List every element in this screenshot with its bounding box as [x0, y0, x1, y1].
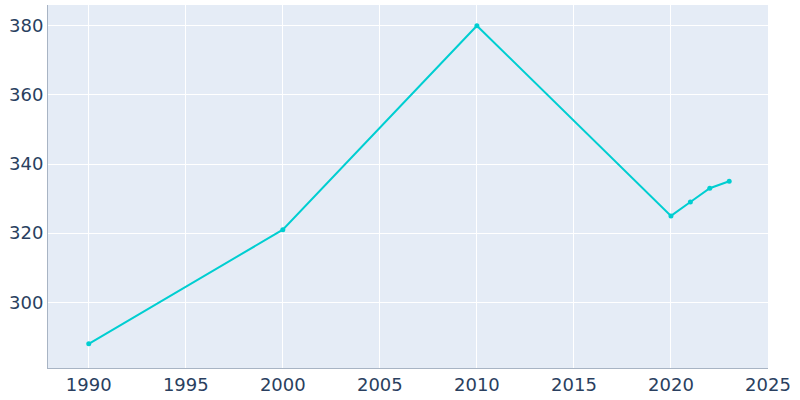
svg-text:2010: 2010	[454, 374, 500, 395]
svg-text:1990: 1990	[66, 374, 112, 395]
svg-text:2015: 2015	[551, 374, 597, 395]
svg-text:340: 340	[9, 153, 43, 174]
svg-text:360: 360	[9, 84, 43, 105]
svg-text:2025: 2025	[745, 374, 791, 395]
svg-text:380: 380	[9, 15, 43, 36]
svg-text:1995: 1995	[163, 374, 209, 395]
svg-text:2005: 2005	[357, 374, 403, 395]
svg-text:300: 300	[9, 292, 43, 313]
svg-text:320: 320	[9, 222, 43, 243]
svg-text:2000: 2000	[260, 374, 306, 395]
svg-text:2020: 2020	[648, 374, 694, 395]
